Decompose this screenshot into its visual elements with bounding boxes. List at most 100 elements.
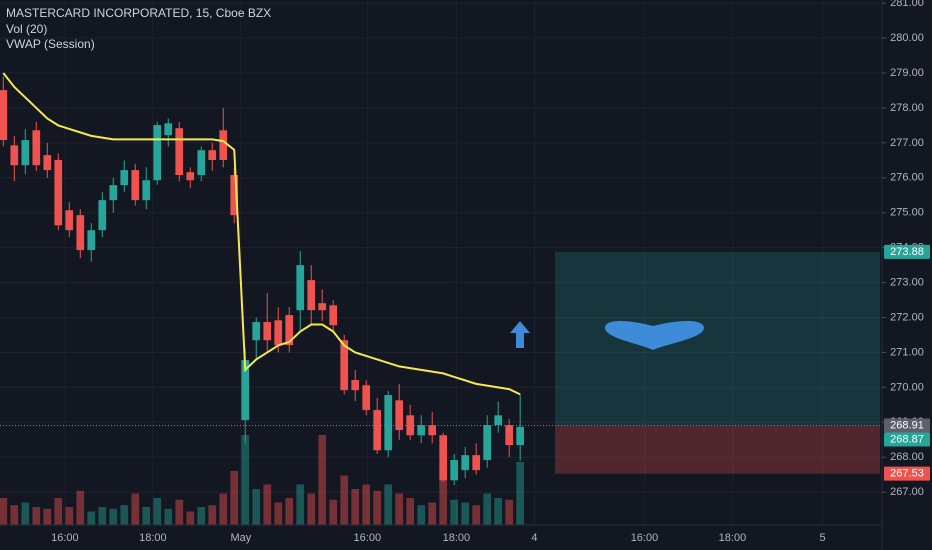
candle-body — [120, 170, 129, 186]
candles — [0, 76, 525, 486]
candle-body — [131, 170, 140, 201]
x-tick-label: 16:00 — [51, 532, 79, 544]
volume-bar — [230, 471, 239, 525]
candle-body — [164, 123, 173, 136]
volume — [0, 435, 525, 525]
volume-bar — [98, 507, 107, 525]
volume-bar — [384, 484, 393, 525]
price-tag — [884, 418, 930, 433]
volume-bar — [483, 493, 492, 525]
price-tag-label: 267.53 — [890, 468, 924, 480]
price-tag-label: 273.88 — [890, 246, 924, 258]
chart-title: MASTERCARD INCORPORATED, 15, Cboe BZX — [6, 6, 271, 20]
volume-bar — [417, 505, 426, 525]
candle-body — [417, 425, 426, 436]
y-tick-label: 279.00 — [890, 67, 924, 79]
candle-body — [153, 125, 162, 181]
candle-body — [76, 215, 85, 251]
volume-bar — [65, 507, 74, 525]
indicator-label: Vol (20) — [6, 22, 47, 36]
x-tick-label: 5 — [820, 532, 826, 544]
volume-bar — [175, 499, 184, 525]
candle-body — [32, 130, 41, 166]
volume-bar — [109, 508, 118, 525]
y-tick-label: 278.00 — [890, 102, 924, 114]
volume-bar — [54, 498, 63, 525]
x-tick-label: 18:00 — [443, 532, 471, 544]
volume-bar — [450, 499, 459, 525]
volume-bar — [296, 484, 305, 525]
candle-body — [65, 210, 74, 231]
volume-bar — [461, 502, 470, 525]
grid — [0, 0, 882, 525]
stop-zone — [555, 425, 880, 474]
candle-body — [274, 320, 283, 346]
y-tick-label: 280.00 — [890, 32, 924, 44]
volume-bar — [307, 493, 316, 525]
candle-body — [54, 159, 63, 226]
volume-bar — [373, 490, 382, 525]
volume-bar — [197, 507, 206, 525]
x-tick-label: 16:00 — [631, 532, 659, 544]
y-tick-label: 281.00 — [890, 0, 924, 9]
candle-body — [395, 400, 404, 430]
candle-body — [461, 455, 470, 471]
y-tick-label: 277.00 — [890, 137, 924, 149]
position-tool — [555, 251, 880, 474]
candle-body — [505, 425, 514, 446]
vwap-line — [2, 72, 521, 396]
candle-body — [307, 280, 316, 311]
candle-body — [406, 415, 415, 436]
candle-body — [0, 90, 8, 141]
candle-body — [43, 155, 52, 171]
candle-body — [318, 303, 327, 311]
x-tick-label: May — [230, 532, 251, 544]
candle-body — [516, 426, 525, 446]
price-tag — [884, 432, 930, 447]
volume-bar — [186, 511, 195, 525]
volume-bar — [241, 435, 250, 525]
volume-bar — [263, 484, 272, 525]
price-tag — [884, 244, 930, 259]
y-tick-label: 272.00 — [890, 311, 924, 323]
volume-bar — [285, 498, 294, 525]
volume-bar — [406, 498, 415, 525]
candle-body — [340, 340, 349, 391]
candle-body — [186, 172, 195, 181]
candle-body — [197, 150, 206, 175]
arrow-drawing — [510, 321, 530, 348]
volume-bar — [439, 475, 448, 525]
candle-body — [109, 185, 118, 201]
volume-bar — [516, 462, 525, 525]
y-tick-label: 267.00 — [890, 486, 924, 498]
volume-bar — [318, 435, 327, 525]
candle-body — [384, 395, 393, 451]
candle-body — [296, 265, 305, 311]
candle-body — [175, 128, 184, 175]
candle-body — [472, 455, 481, 471]
candle-body — [351, 380, 360, 391]
candle-body — [450, 460, 459, 481]
volume-bar — [142, 507, 151, 525]
y-tick-label: 276.00 — [890, 172, 924, 184]
volume-bar — [472, 505, 481, 525]
volume-bar — [252, 489, 261, 525]
heart-drawing — [605, 321, 704, 350]
overlays — [0, 72, 882, 426]
candle-body — [87, 230, 96, 251]
x-tick-label: 16:00 — [354, 532, 382, 544]
candle-body — [21, 140, 30, 166]
x-tick-label: 18:00 — [139, 532, 167, 544]
volume-bar — [274, 502, 283, 525]
volume-bar — [351, 489, 360, 525]
candle-body — [10, 145, 19, 166]
candle-body — [428, 425, 437, 436]
candle-body — [252, 322, 261, 341]
target-zone — [555, 251, 880, 426]
candle-body — [285, 315, 294, 346]
volume-bar — [43, 508, 52, 525]
candle-body — [494, 415, 503, 426]
volume-bar — [153, 498, 162, 525]
candle-body — [329, 305, 338, 326]
